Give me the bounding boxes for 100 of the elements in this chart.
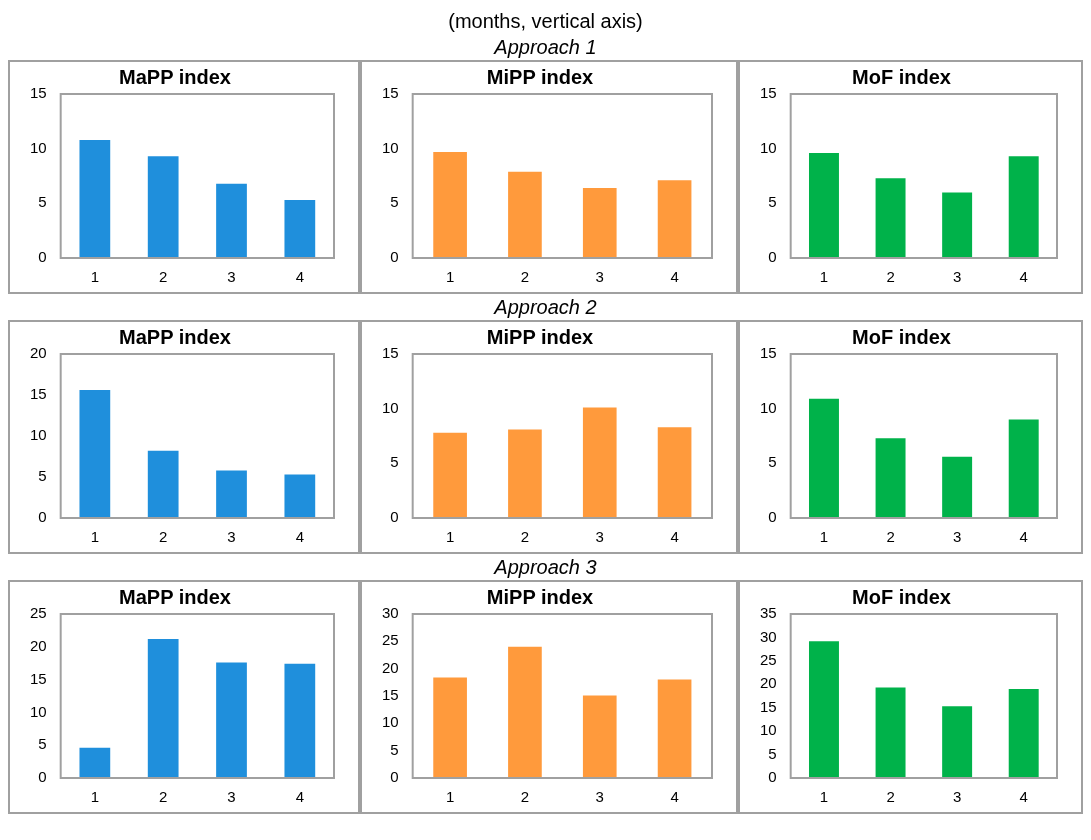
y-tick-label: 15 [382,686,399,704]
x-tick-label: 1 [90,788,100,806]
x-tick-label: 2 [159,528,168,546]
bar [942,706,973,778]
x-tick-label: 3 [595,788,604,806]
y-tick-label: 0 [38,768,47,786]
x-tick-label: 4 [295,268,305,286]
y-tick-label: 5 [38,735,47,753]
bar [942,456,973,518]
y-tick-label: 15 [30,385,47,403]
x-tick-label: 4 [670,528,679,546]
y-tick-label: 10 [382,713,399,731]
y-tick-label: 5 [390,740,399,758]
bar [79,139,111,258]
y-tick-label: 10 [30,702,47,720]
y-tick-label: 20 [30,636,47,654]
y-tick-label: 25 [760,651,777,668]
bar [657,427,692,518]
bar [808,153,839,258]
bar [433,151,467,258]
x-tick-label: 2 [520,268,530,286]
chart-title: MaPP index [119,585,231,608]
y-tick-label: 5 [38,193,47,211]
bar [508,171,542,258]
y-tick-label: 20 [30,344,47,362]
x-tick-label: 3 [227,528,236,546]
bar [508,429,542,518]
x-tick-label: 4 [670,788,679,806]
x-tick-label: 4 [670,268,679,286]
bar [216,183,247,258]
bar [79,747,111,778]
text: (months, vertical axis) [448,9,643,34]
y-tick-label: 15 [760,697,777,715]
y-tick-label: 0 [768,248,777,266]
x-tick-label: 2 [520,788,530,806]
x-tick-label: 4 [1019,528,1028,546]
y-tick-label: 15 [382,84,399,102]
x-tick-label: 2 [159,788,168,806]
y-tick-label: 5 [768,453,777,471]
bar [1008,688,1039,778]
x-tick-label: 2 [159,268,168,286]
y-tick-label: 5 [390,453,399,471]
y-tick-label: 20 [382,658,399,676]
y-tick-label: 10 [30,138,47,156]
bar [147,638,179,778]
y-tick-label: 15 [30,84,47,102]
y-tick-label: 10 [30,426,47,444]
y-tick-label: 35 [760,604,777,622]
x-tick-label: 3 [952,528,962,546]
y-tick-label: 0 [390,508,399,526]
x-tick-label: 2 [520,528,530,546]
x-tick-label: 3 [227,788,236,806]
bar [582,407,617,518]
bar [433,432,467,518]
bar [284,200,316,258]
bar [1008,156,1039,258]
x-tick-label: 1 [90,528,100,546]
chart-title: MaPP index [119,325,231,348]
bar [284,474,316,518]
bar [657,679,692,778]
x-tick-label: 1 [819,268,829,286]
x-tick-label: 1 [819,528,829,546]
bar [808,641,839,778]
y-tick-label: 30 [382,604,399,622]
text: Approach 3 [494,555,597,580]
bar [433,677,467,778]
y-tick-label: 0 [38,508,47,526]
bar [216,662,247,778]
bar [1008,419,1039,518]
y-tick-label: 0 [390,768,399,786]
y-tick-label: 10 [760,721,777,739]
bar [582,188,617,258]
bar [942,192,973,258]
x-tick-label: 3 [952,788,962,806]
x-tick-label: 4 [295,788,305,806]
x-tick-label: 3 [952,268,962,286]
chart-title: MiPP index [486,585,594,608]
y-tick-label: 15 [760,344,777,362]
bar [582,695,617,778]
bar [875,687,906,778]
text: Approach 2 [494,295,597,320]
chart-title: MoF index [852,585,951,608]
y-tick-label: 15 [382,344,399,362]
bar [657,180,692,258]
bar [875,438,906,518]
bar [79,390,111,518]
y-tick-label: 0 [768,768,777,786]
chart-title: MiPP index [486,325,594,348]
y-tick-label: 5 [768,744,777,762]
y-tick-label: 25 [382,631,399,649]
y-tick-label: 25 [30,604,47,622]
x-tick-label: 1 [819,788,829,806]
y-tick-label: 20 [760,674,777,692]
x-tick-label: 3 [227,268,236,286]
x-tick-label: 1 [90,268,100,286]
bar [875,178,906,258]
y-tick-label: 5 [390,193,399,211]
y-tick-label: 10 [382,138,399,156]
x-tick-label: 4 [1019,788,1028,806]
y-tick-label: 10 [382,398,399,416]
